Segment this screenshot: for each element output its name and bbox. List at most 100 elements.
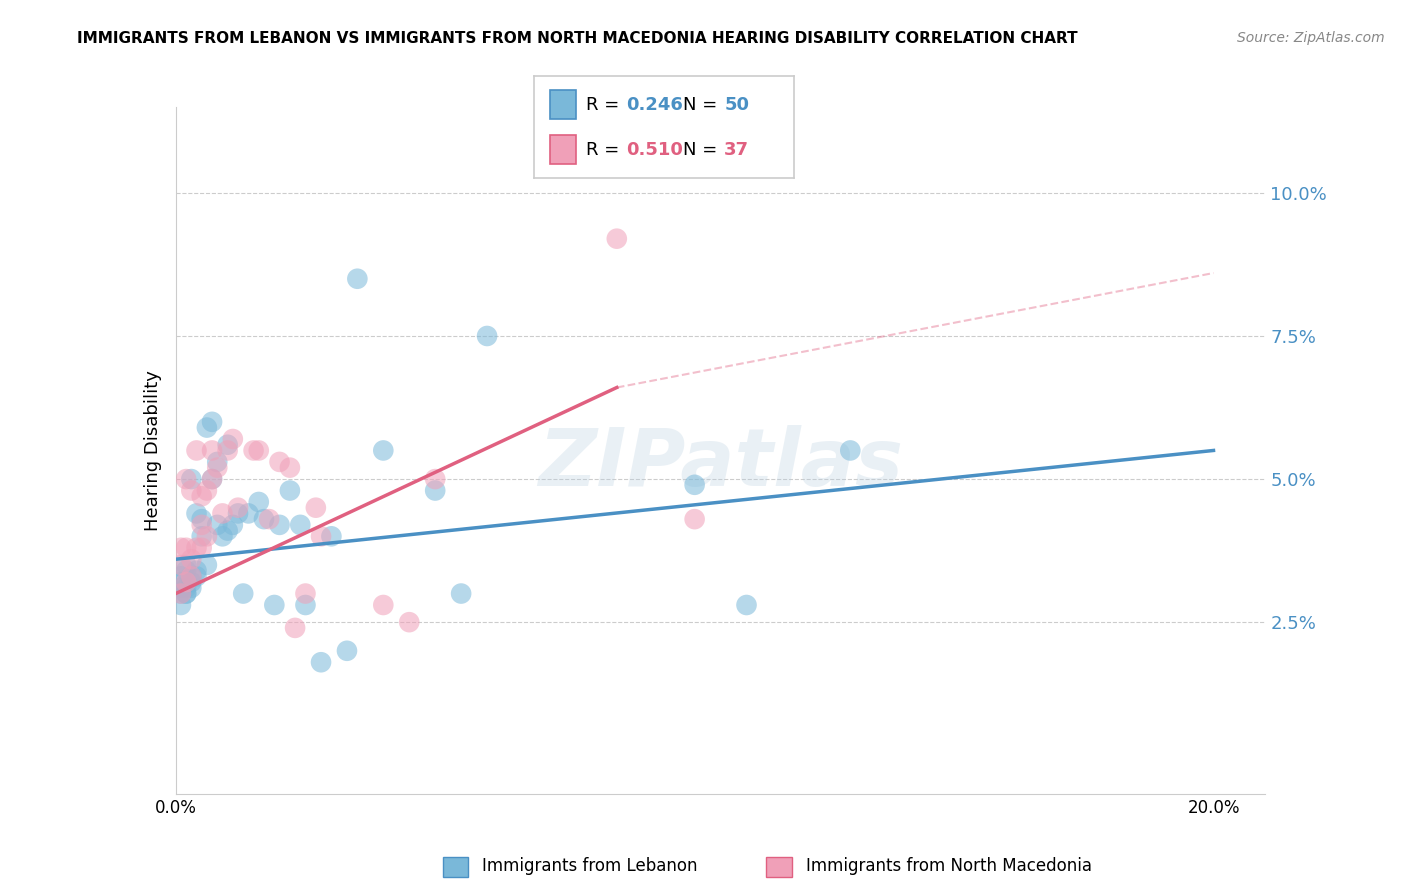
Point bbox=[180, 552, 202, 566]
Point bbox=[222, 517, 245, 532]
Point bbox=[180, 569, 202, 583]
Point bbox=[222, 432, 245, 446]
FancyBboxPatch shape bbox=[550, 136, 576, 164]
Point bbox=[305, 500, 328, 515]
Point bbox=[247, 443, 270, 458]
Point bbox=[195, 483, 218, 498]
Point bbox=[226, 507, 249, 521]
Point bbox=[242, 443, 264, 458]
Point bbox=[217, 524, 239, 538]
Point bbox=[207, 460, 229, 475]
Point bbox=[180, 483, 202, 498]
Point bbox=[195, 420, 218, 434]
Point bbox=[170, 558, 193, 572]
Point bbox=[201, 443, 224, 458]
Point bbox=[180, 581, 202, 595]
Point bbox=[174, 558, 197, 572]
Point bbox=[207, 517, 229, 532]
Point bbox=[336, 644, 359, 658]
Point bbox=[247, 495, 270, 509]
Y-axis label: Hearing Disability: Hearing Disability bbox=[143, 370, 162, 531]
Point bbox=[186, 564, 208, 578]
Point bbox=[735, 598, 758, 612]
Point bbox=[450, 586, 472, 600]
Point bbox=[373, 598, 395, 612]
Point bbox=[606, 232, 628, 246]
Point bbox=[346, 271, 368, 285]
Point bbox=[253, 512, 276, 526]
Point bbox=[190, 517, 212, 532]
Text: ZIPatlas: ZIPatlas bbox=[538, 425, 903, 503]
Point bbox=[180, 472, 202, 486]
Text: 0.246: 0.246 bbox=[627, 95, 683, 113]
Point bbox=[190, 541, 212, 555]
Point bbox=[195, 529, 218, 543]
Point bbox=[180, 569, 202, 583]
FancyBboxPatch shape bbox=[766, 857, 792, 877]
Point bbox=[174, 586, 197, 600]
Point bbox=[174, 564, 197, 578]
Point bbox=[290, 517, 312, 532]
Point bbox=[186, 569, 208, 583]
Point bbox=[180, 575, 202, 590]
Point bbox=[683, 512, 706, 526]
Point bbox=[373, 443, 395, 458]
Point bbox=[201, 472, 224, 486]
Point bbox=[294, 586, 316, 600]
Point bbox=[170, 586, 193, 600]
Text: Immigrants from Lebanon: Immigrants from Lebanon bbox=[482, 857, 697, 875]
Point bbox=[683, 478, 706, 492]
Text: N =: N = bbox=[682, 141, 723, 159]
Point bbox=[217, 438, 239, 452]
Point bbox=[174, 541, 197, 555]
Point bbox=[186, 541, 208, 555]
Point bbox=[174, 472, 197, 486]
Point bbox=[269, 455, 291, 469]
Point bbox=[269, 517, 291, 532]
Point bbox=[284, 621, 307, 635]
Text: R =: R = bbox=[586, 95, 626, 113]
Point bbox=[425, 472, 447, 486]
FancyBboxPatch shape bbox=[550, 90, 576, 119]
Point bbox=[263, 598, 285, 612]
Point bbox=[186, 507, 208, 521]
Point bbox=[257, 512, 280, 526]
Point bbox=[174, 575, 197, 590]
Text: R =: R = bbox=[586, 141, 626, 159]
Point bbox=[294, 598, 316, 612]
Point bbox=[211, 529, 233, 543]
Point bbox=[170, 569, 193, 583]
Point bbox=[278, 483, 301, 498]
Text: N =: N = bbox=[682, 95, 723, 113]
Point bbox=[186, 443, 208, 458]
Point bbox=[170, 541, 193, 555]
Text: 0.510: 0.510 bbox=[627, 141, 683, 159]
Point bbox=[309, 655, 332, 669]
Point bbox=[174, 586, 197, 600]
Point bbox=[232, 586, 254, 600]
Point bbox=[321, 529, 343, 543]
Point bbox=[201, 472, 224, 486]
Point bbox=[226, 500, 249, 515]
Point bbox=[217, 443, 239, 458]
Point bbox=[475, 329, 498, 343]
Point bbox=[278, 460, 301, 475]
Text: Source: ZipAtlas.com: Source: ZipAtlas.com bbox=[1237, 31, 1385, 45]
Point bbox=[425, 483, 447, 498]
Point bbox=[195, 558, 218, 572]
Point bbox=[190, 512, 212, 526]
Point bbox=[170, 598, 193, 612]
Text: 50: 50 bbox=[724, 95, 749, 113]
Point bbox=[839, 443, 862, 458]
Text: IMMIGRANTS FROM LEBANON VS IMMIGRANTS FROM NORTH MACEDONIA HEARING DISABILITY CO: IMMIGRANTS FROM LEBANON VS IMMIGRANTS FR… bbox=[77, 31, 1078, 46]
Point bbox=[190, 529, 212, 543]
FancyBboxPatch shape bbox=[443, 857, 468, 877]
Point bbox=[238, 507, 260, 521]
Point bbox=[170, 575, 193, 590]
Point bbox=[190, 489, 212, 503]
Text: 37: 37 bbox=[724, 141, 749, 159]
Point bbox=[201, 415, 224, 429]
Text: Immigrants from North Macedonia: Immigrants from North Macedonia bbox=[806, 857, 1091, 875]
Point bbox=[398, 615, 420, 630]
Point bbox=[174, 581, 197, 595]
